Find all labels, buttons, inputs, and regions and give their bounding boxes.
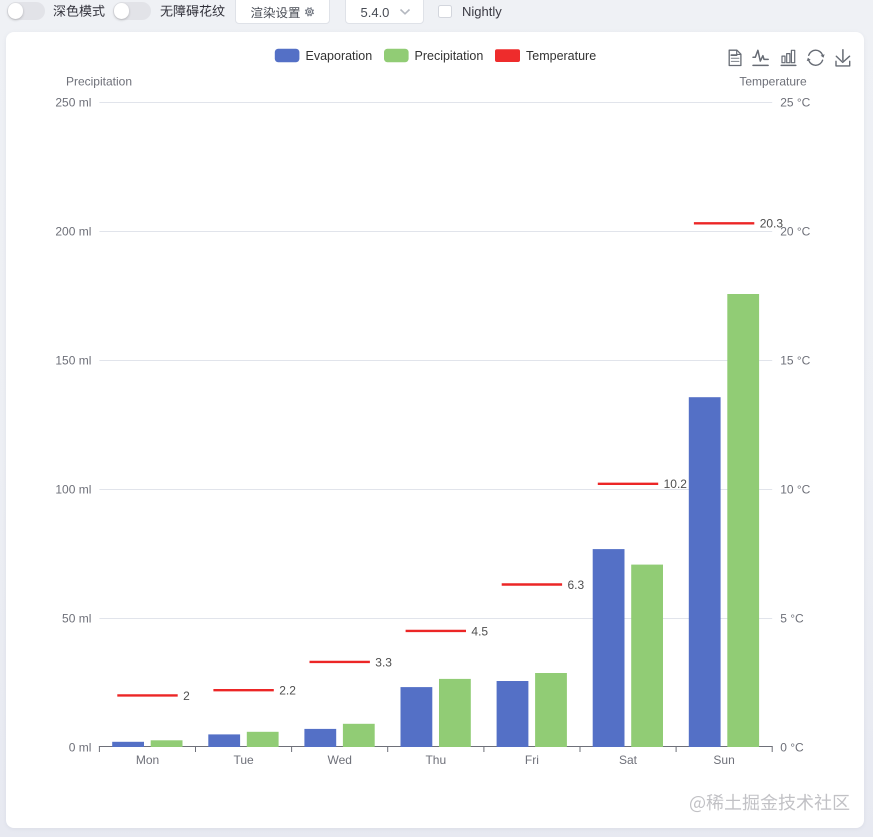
svg-text:50 ml: 50 ml [62,611,91,625]
svg-text:10.2: 10.2 [664,477,688,491]
svg-text:Precipitation: Precipitation [415,49,484,63]
svg-text:10 °C: 10 °C [780,482,810,496]
svg-text:Precipitation: Precipitation [66,75,132,89]
svg-text:Nightly: Nightly [462,4,502,19]
svg-text:Sat: Sat [619,753,638,767]
svg-text:Evaporation: Evaporation [306,49,373,63]
svg-text:Thu: Thu [425,753,446,767]
svg-text:25 °C: 25 °C [780,95,810,109]
svg-text:Temperature: Temperature [526,49,596,63]
svg-text:Sun: Sun [713,753,734,767]
svg-text:6.3: 6.3 [568,578,585,592]
svg-text:3.3: 3.3 [375,655,392,669]
svg-text:Temperature: Temperature [739,75,807,89]
svg-text:4.5: 4.5 [471,624,488,638]
svg-text:2: 2 [183,689,190,703]
svg-text:Tue: Tue [233,753,254,767]
svg-text:Mon: Mon [136,753,159,767]
svg-text:200 ml: 200 ml [55,224,91,238]
svg-text:0 °C: 0 °C [780,740,804,754]
svg-text:150 ml: 150 ml [55,353,91,367]
svg-text:5 °C: 5 °C [780,611,804,625]
svg-text:Fri: Fri [525,753,539,767]
svg-text:15 °C: 15 °C [780,353,810,367]
svg-text:100 ml: 100 ml [55,482,91,496]
svg-text:250 ml: 250 ml [55,95,91,109]
svg-text:2.2: 2.2 [279,684,296,698]
svg-text:20 °C: 20 °C [780,224,810,238]
svg-text:20.3: 20.3 [760,217,784,231]
svg-text:0 ml: 0 ml [69,740,92,754]
svg-text:5.4.0: 5.4.0 [361,5,390,20]
svg-text:Wed: Wed [327,753,351,767]
